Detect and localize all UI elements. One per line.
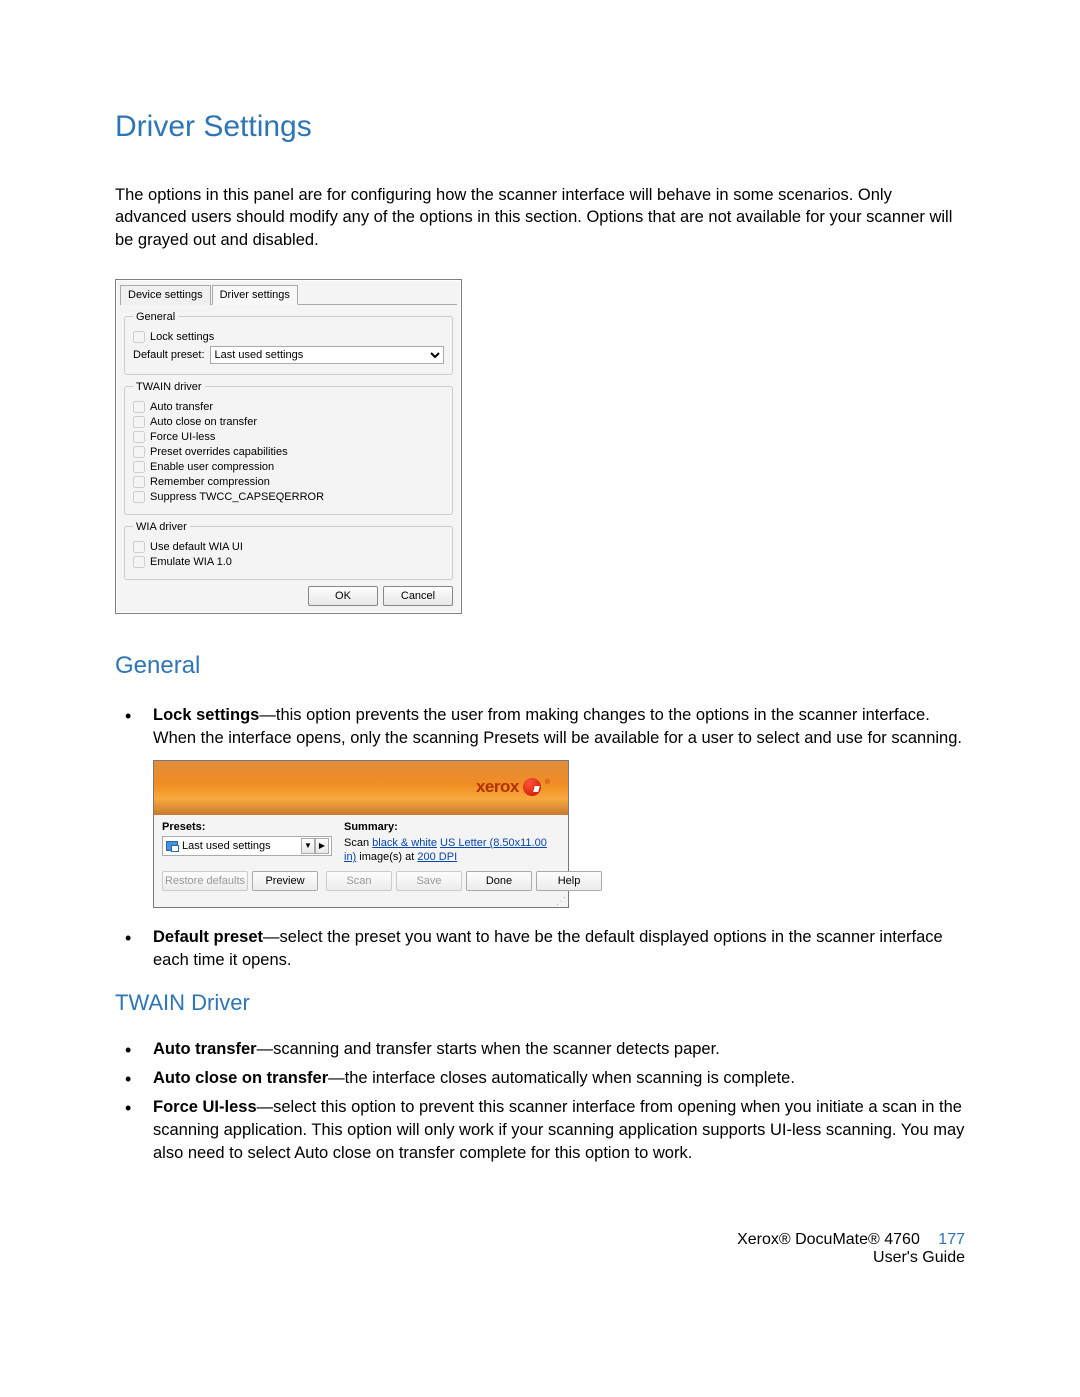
footer-guide: User's Guide: [737, 1249, 965, 1267]
ok-button[interactable]: OK: [308, 586, 378, 606]
tab-driver-settings[interactable]: Driver settings: [212, 285, 298, 305]
force-uiless-checkbox[interactable]: [133, 431, 145, 443]
auto-transfer-item: Auto transfer—scanning and transfer star…: [153, 1038, 965, 1061]
emulate-wia-checkbox[interactable]: [133, 556, 145, 568]
lock-settings-item: Lock settings—this option prevents the u…: [153, 704, 965, 750]
auto-close-checkbox[interactable]: [133, 416, 145, 428]
help-button[interactable]: Help: [536, 871, 602, 891]
done-button[interactable]: Done: [466, 871, 532, 891]
lock-settings-checkbox[interactable]: [133, 331, 145, 343]
auto-transfer-label: Auto transfer: [150, 401, 213, 413]
group-wia: WIA driver Use default WIA UI Emulate WI…: [124, 521, 453, 580]
preset-select[interactable]: Last used settings ▼ ▶: [162, 836, 332, 856]
summary-link-dpi[interactable]: 200 DPI: [417, 851, 457, 863]
force-uiless-item: Force UI-less—select this option to prev…: [153, 1096, 965, 1165]
section-general-heading: General: [115, 652, 965, 680]
summary-text: Scan black & white US Letter (8.50x11.00…: [344, 836, 560, 865]
xerox-registered-mark: ®: [545, 779, 550, 786]
remember-compression-label: Remember compression: [150, 476, 270, 488]
group-general-legend: General: [133, 311, 178, 323]
xerox-header: xerox ®: [154, 761, 568, 815]
default-preset-item: Default preset—select the preset you wan…: [153, 926, 965, 972]
suppress-error-checkbox[interactable]: [133, 491, 145, 503]
preset-doc-icon: [166, 841, 178, 851]
lock-settings-label: Lock settings: [150, 331, 214, 343]
group-wia-legend: WIA driver: [133, 521, 190, 533]
preset-override-label: Preset overrides capabilities: [150, 446, 288, 458]
suppress-error-label: Suppress TWCC_CAPSEQERROR: [150, 491, 324, 503]
auto-close-item: Auto close on transfer—the interface clo…: [153, 1067, 965, 1090]
scan-button[interactable]: Scan: [326, 871, 392, 891]
xerox-scanner-dialog: xerox ® Presets: Last used settings ▼ ▶: [153, 760, 569, 908]
summary-label: Summary:: [344, 821, 560, 833]
group-twain: TWAIN driver Auto transfer Auto close on…: [124, 381, 453, 515]
xerox-logo-icon: [523, 778, 541, 796]
tab-bar: Device settings Driver settings: [120, 284, 457, 305]
auto-transfer-checkbox[interactable]: [133, 401, 145, 413]
intro-paragraph: The options in this panel are for config…: [115, 184, 965, 251]
page-number: 177: [938, 1231, 965, 1248]
default-preset-label: Default preset:: [133, 349, 205, 361]
resize-grip-icon[interactable]: ⋰: [154, 899, 568, 907]
auto-close-label: Auto close on transfer: [150, 416, 257, 428]
use-default-wia-label: Use default WIA UI: [150, 541, 243, 553]
restore-defaults-button[interactable]: Restore defaults: [162, 871, 248, 891]
use-default-wia-checkbox[interactable]: [133, 541, 145, 553]
section-twain-heading: TWAIN Driver: [115, 990, 965, 1016]
emulate-wia-label: Emulate WIA 1.0: [150, 556, 232, 568]
driver-settings-dialog: Device settings Driver settings General …: [115, 279, 462, 614]
footer-product: Xerox® DocuMate® 4760: [737, 1231, 920, 1248]
page-title: Driver Settings: [115, 110, 965, 144]
enable-compression-label: Enable user compression: [150, 461, 274, 473]
preset-value: Last used settings: [182, 840, 271, 852]
preview-button[interactable]: Preview: [252, 871, 318, 891]
default-preset-select[interactable]: Last used settings: [210, 346, 444, 364]
preset-dropdown-icon[interactable]: ▼: [301, 838, 315, 854]
page-footer: Xerox® DocuMate® 4760 177 User's Guide: [737, 1231, 965, 1267]
group-general: General Lock settings Default preset: La…: [124, 311, 453, 375]
save-button[interactable]: Save: [396, 871, 462, 891]
summary-link-color[interactable]: black & white: [372, 837, 437, 849]
preset-play-icon[interactable]: ▶: [315, 838, 329, 854]
xerox-logo-text: xerox: [476, 777, 519, 797]
presets-label: Presets:: [162, 821, 340, 833]
group-twain-legend: TWAIN driver: [133, 381, 205, 393]
remember-compression-checkbox[interactable]: [133, 476, 145, 488]
preset-override-checkbox[interactable]: [133, 446, 145, 458]
tab-device-settings[interactable]: Device settings: [120, 285, 211, 305]
force-uiless-label: Force UI-less: [150, 431, 215, 443]
cancel-button[interactable]: Cancel: [383, 586, 453, 606]
enable-compression-checkbox[interactable]: [133, 461, 145, 473]
